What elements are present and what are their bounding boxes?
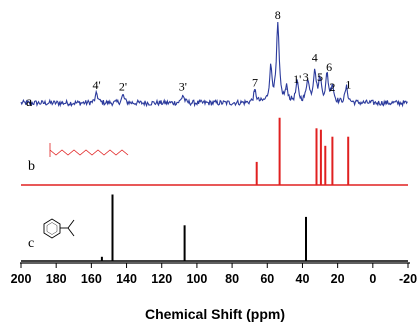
peak-a-11 (326, 75, 328, 77)
x-tick-label: 120 (151, 272, 172, 286)
peak-a-3 (254, 90, 256, 93)
peak-label-a-13: 1 (345, 78, 351, 92)
peak-label-a-5: 8 (275, 8, 281, 22)
peak-label-a-12: 2 (329, 80, 335, 94)
peak-a-7 (296, 83, 298, 85)
x-tick-label: 200 (11, 272, 32, 286)
peak-a-9 (314, 70, 316, 72)
peak-a-12 (331, 85, 333, 87)
molecule-b-icon (49, 143, 129, 157)
x-tick-label: 40 (296, 272, 310, 286)
x-tick-label: 180 (46, 272, 67, 286)
peak-label-a-2: 3' (179, 79, 187, 93)
peak-a-1 (122, 94, 124, 96)
peak-a-2 (182, 94, 184, 96)
peak-label-a-11: 6 (326, 60, 332, 74)
peak-a-8 (307, 79, 309, 81)
x-tick-label: 80 (225, 272, 239, 286)
x-axis-ticks: 200 180 160 140 120 100 80 60 40 20 0 -20 (11, 263, 417, 286)
peak-label-a-8: 3 (303, 70, 309, 84)
peak-a-5 (277, 25, 279, 27)
x-tick-label: 60 (260, 272, 274, 286)
peak-label-a-0: 4' (93, 78, 101, 92)
peak-a-4 (270, 68, 272, 70)
x-tick-label: 20 (331, 272, 345, 286)
peak-label-a-9: 4 (312, 51, 318, 65)
trace-label-a: a (26, 95, 33, 110)
trace-label-c: c (28, 236, 34, 251)
spectra-group: 4' 2' 3' 7 8 1' 34 56 2 1 (20, 8, 408, 262)
peak-label-a-10: 5 (317, 70, 323, 84)
peak-a-0 (96, 93, 98, 95)
peak-a-10 (319, 79, 321, 81)
peak-label-a-3: 7 (252, 76, 258, 90)
peak-a-6 (286, 88, 288, 90)
spectrum-line-a (20, 21, 408, 108)
x-tick-label: -20 (399, 272, 417, 286)
peak-a-13 (345, 87, 347, 89)
x-axis-title: Chemical Shift (ppm) (145, 306, 285, 322)
x-tick-label: 100 (186, 272, 207, 286)
molecule-c-icon (43, 218, 75, 239)
peak-label-a-7: 1' (293, 72, 301, 86)
x-tick-label: 140 (116, 272, 137, 286)
trace-label-b: b (28, 159, 35, 174)
peak-label-a-1: 2' (119, 79, 127, 93)
x-tick-label: 160 (81, 272, 102, 286)
x-tick-label: 0 (369, 272, 376, 286)
